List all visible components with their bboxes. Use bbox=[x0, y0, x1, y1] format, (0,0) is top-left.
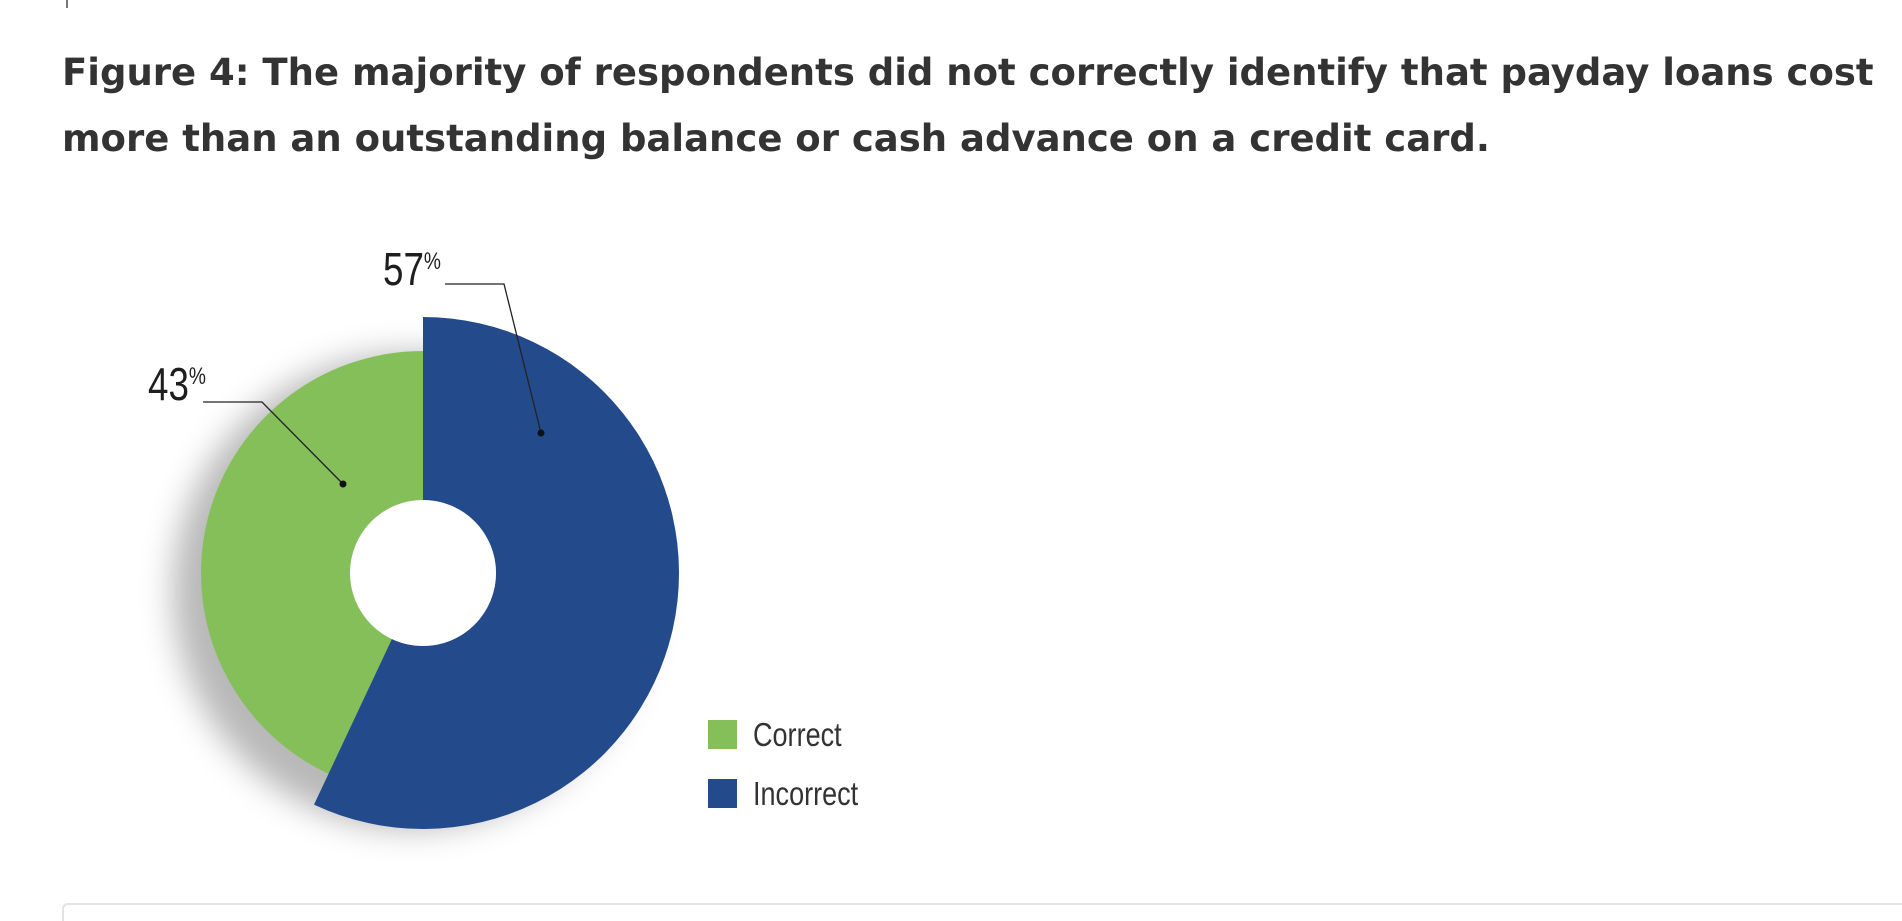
donut-hole bbox=[350, 500, 496, 646]
top-edge-tick bbox=[66, 0, 68, 8]
data-label-correct: 43% bbox=[148, 358, 206, 410]
leader-dot-correct bbox=[339, 480, 347, 488]
legend-swatch-incorrect bbox=[708, 779, 737, 808]
figure-title: Figure 4: The majority of respondents di… bbox=[62, 51, 1874, 160]
slice-incorrect bbox=[314, 317, 679, 829]
slices bbox=[201, 317, 679, 829]
leader-line-correct bbox=[203, 401, 344, 485]
leader-line-incorrect bbox=[445, 283, 542, 434]
leader-dot-incorrect bbox=[537, 429, 545, 437]
legend: Correct Incorrect bbox=[708, 718, 859, 813]
legend-label-incorrect: Incorrect bbox=[753, 777, 859, 813]
data-labels: 43% 57% bbox=[148, 243, 441, 410]
data-label-incorrect: 57% bbox=[383, 243, 441, 295]
legend-label-correct: Correct bbox=[753, 718, 842, 754]
legend-swatch-correct bbox=[708, 720, 737, 749]
slice-correct bbox=[201, 351, 423, 774]
next-content-card bbox=[62, 903, 1902, 921]
leader-lines bbox=[203, 283, 545, 488]
